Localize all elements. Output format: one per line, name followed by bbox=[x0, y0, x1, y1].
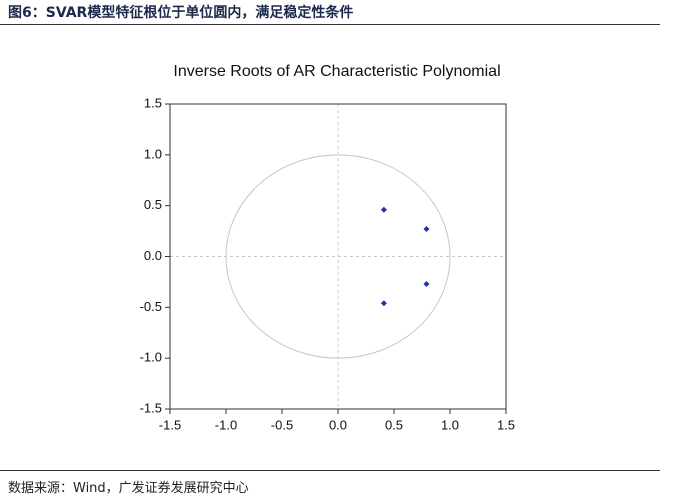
y-tick-label: -1.0 bbox=[140, 350, 162, 365]
y-tick-label: 1.0 bbox=[144, 146, 162, 161]
source-note: 数据来源：Wind，广发证券发展研究中心 bbox=[8, 481, 249, 496]
y-tick-label: -0.5 bbox=[140, 299, 162, 314]
y-tick-label: 0.0 bbox=[144, 248, 162, 263]
x-tick-label: 1.0 bbox=[441, 417, 459, 432]
header-rule bbox=[0, 24, 660, 25]
y-tick-label: -1.5 bbox=[140, 400, 162, 415]
x-tick-label: -0.5 bbox=[271, 417, 293, 432]
root-point bbox=[423, 280, 430, 287]
root-point bbox=[380, 300, 387, 307]
y-tick-label: 0.5 bbox=[144, 197, 162, 212]
root-point bbox=[423, 226, 430, 233]
x-tick-label: 1.5 bbox=[497, 417, 515, 432]
footer-rule bbox=[0, 470, 660, 471]
x-tick-label: -1.0 bbox=[215, 417, 237, 432]
chart-title: Inverse Roots of AR Characteristic Polyn… bbox=[173, 63, 500, 80]
root-point bbox=[380, 206, 387, 213]
figure-caption: 图6：SVAR模型特征根位于单位圆内，满足稳定性条件 bbox=[8, 5, 354, 21]
x-tick-label: 0.5 bbox=[385, 417, 403, 432]
y-tick-label: 1.5 bbox=[144, 95, 162, 110]
x-tick-label: -1.5 bbox=[159, 417, 181, 432]
chart: Inverse Roots of AR Characteristic Polyn… bbox=[140, 63, 515, 432]
x-tick-label: 0.0 bbox=[329, 417, 347, 432]
